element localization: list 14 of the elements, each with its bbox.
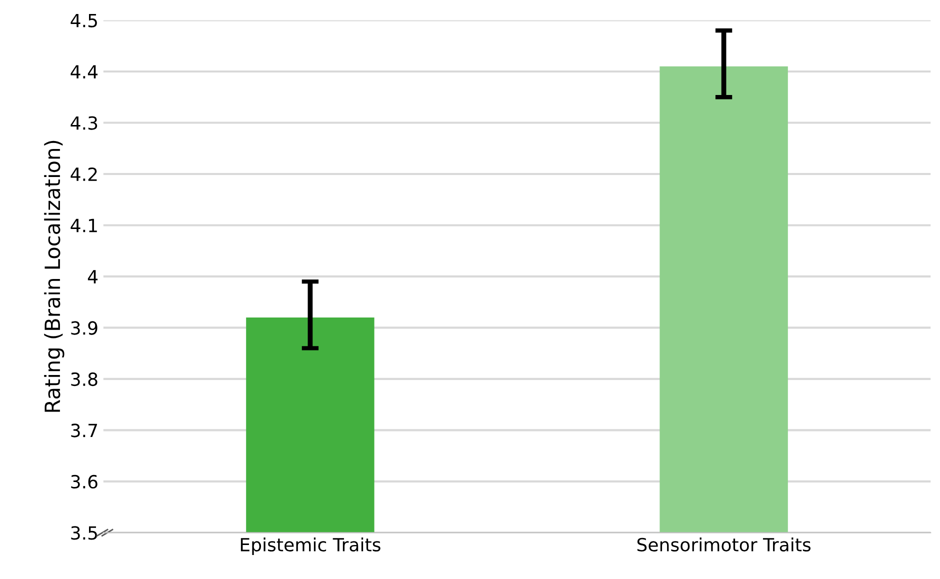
- y-tick-label: 4: [88, 270, 98, 284]
- y-tick-label: 3.5: [71, 526, 97, 540]
- y-tick-label: 4.4: [70, 65, 98, 78]
- y-tick-label: 3.7: [71, 424, 97, 438]
- y-tick-label: 4.1: [70, 218, 97, 232]
- y-axis-title: Rating (Brain Localization): [44, 140, 64, 412]
- y-tick-label: 4.2: [70, 167, 97, 181]
- x-tick-label: Epistemic Traits: [240, 538, 380, 556]
- x-tick-label: Sensorimotor Traits: [637, 538, 811, 552]
- y-tick-label: 3.6: [71, 474, 98, 489]
- y-tick-label: 3.9: [71, 321, 98, 335]
- y-tick-label: 4.5: [70, 14, 97, 28]
- y-tick-label: 4.3: [70, 116, 98, 130]
- y-tick-label: 3.8: [71, 372, 98, 386]
